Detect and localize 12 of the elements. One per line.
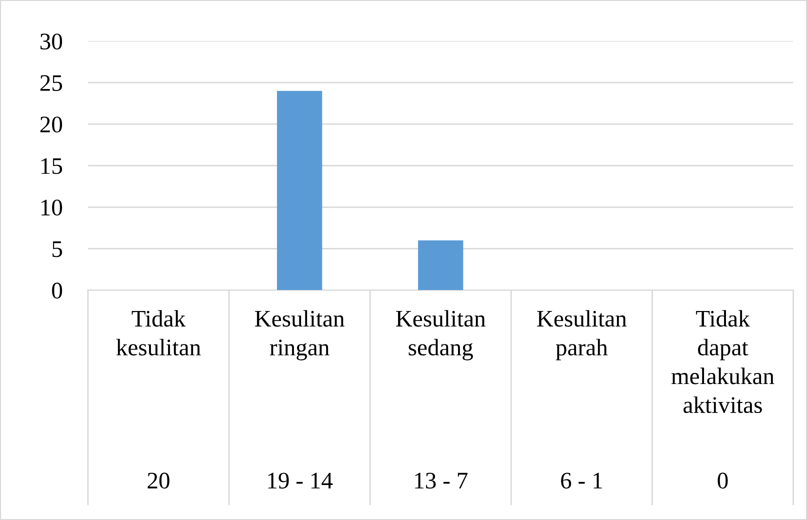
category-label: Tidak dapat melakukan aktivitas 0 [671,310,774,489]
y-tick-label: 25 [40,75,62,92]
y-tick-label: 30 [40,34,62,50]
y-tick-label: 0 [52,282,62,299]
y-tick-label: 10 [41,200,62,216]
category-label: Kesulitan sedang 13 - 7 [396,310,486,489]
y-tick-label: 20 [40,116,62,133]
category-label: Tidak kesulitan 20 [116,310,201,489]
y-tick-label: 15 [41,158,62,174]
category-label: Kesulitan ringan 19 - 14 [254,310,344,489]
category-label: Kesulitan parah 6 - 1 [537,310,627,489]
y-tick-label: 5 [52,241,62,258]
